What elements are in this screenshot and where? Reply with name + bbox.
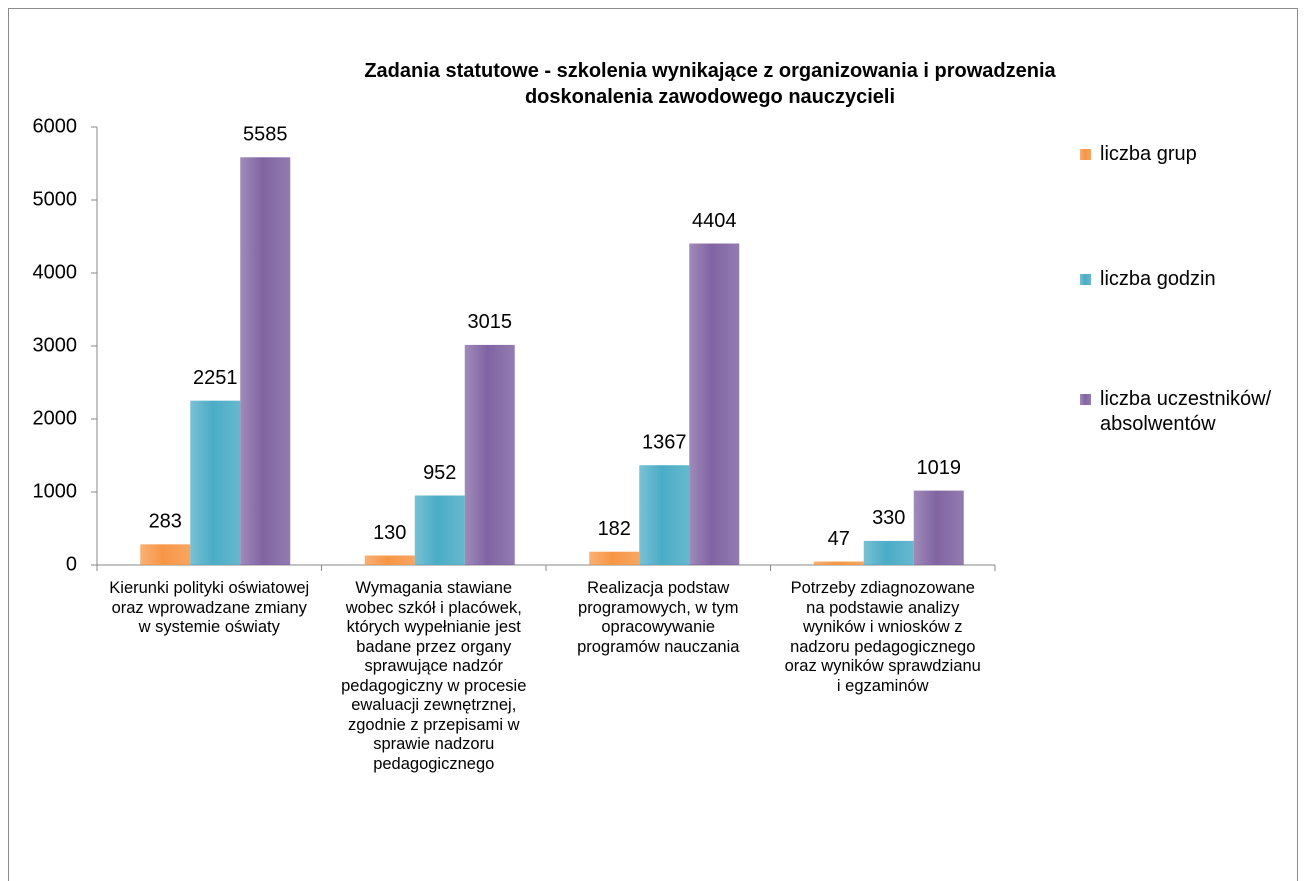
bar	[364, 555, 415, 565]
x-tick-label: Kierunki polityki oświatowej oraz wprowa…	[109, 579, 310, 636]
bar	[913, 490, 964, 565]
bar	[639, 465, 690, 565]
y-tick-label: 4000	[33, 261, 78, 283]
bar	[190, 400, 241, 565]
x-tick-label: Wymagania stawiane wobec szkół i placówe…	[341, 579, 527, 773]
legend-label: liczba uczestników/ absolwentów	[1100, 388, 1272, 435]
x-tick-label: Potrzeby zdiagnozowane na podstawie anal…	[784, 579, 981, 695]
chart-title: Zadania statutowe - szkolenia wynikające…	[364, 60, 1056, 108]
value-label: 952	[423, 462, 456, 484]
y-tick-label: 3000	[33, 334, 78, 356]
legend-label: liczba grup	[1100, 143, 1197, 165]
bar	[414, 495, 465, 565]
legend-swatch	[1080, 274, 1091, 285]
legend-swatch	[1080, 394, 1091, 405]
legend-label: liczba godzin	[1100, 268, 1216, 290]
bar	[589, 551, 640, 565]
bar	[464, 344, 515, 565]
value-label: 5585	[243, 124, 288, 146]
value-label: 4404	[692, 210, 737, 232]
y-tick-label: 5000	[33, 188, 78, 210]
value-label: 130	[373, 522, 406, 544]
value-label: 1019	[917, 457, 962, 479]
y-tick-label: 0	[66, 553, 77, 575]
value-label: 283	[149, 511, 182, 533]
value-label: 47	[828, 528, 850, 550]
x-tick-label: Realizacja podstaw programowych, w tym o…	[577, 579, 740, 656]
value-label: 330	[872, 507, 905, 529]
value-label: 2251	[193, 367, 238, 389]
value-label: 3015	[468, 311, 513, 333]
y-tick-label: 1000	[33, 480, 78, 502]
chart-frame	[8, 8, 1298, 881]
bar	[813, 561, 864, 565]
y-tick-label: 6000	[33, 115, 78, 137]
bar	[689, 243, 740, 565]
value-label: 182	[598, 518, 631, 540]
bar	[240, 157, 291, 566]
value-label: 1367	[642, 431, 687, 453]
legend-swatch	[1080, 149, 1091, 160]
y-tick-label: 2000	[33, 407, 78, 429]
bar	[863, 540, 914, 565]
bar	[140, 544, 191, 565]
